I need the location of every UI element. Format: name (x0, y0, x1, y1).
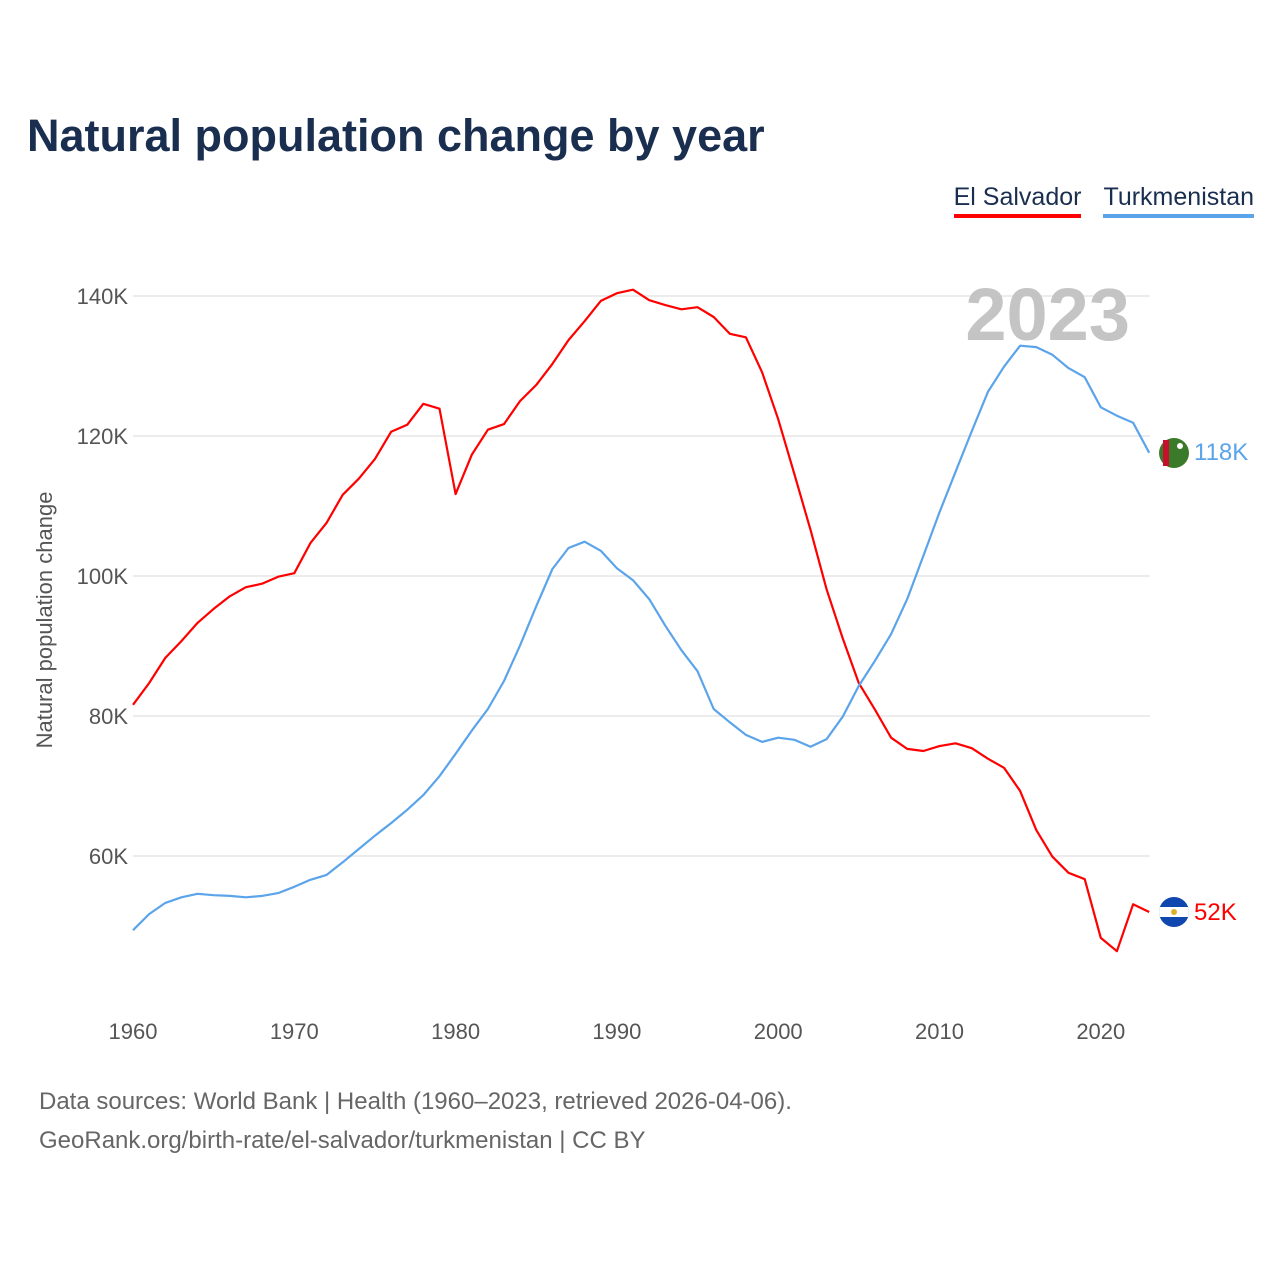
chart-title: Natural population change by year (27, 110, 765, 161)
y-tick-label: 120K (77, 424, 129, 449)
source-link[interactable]: GeoRank.org/birth-rate/el-salvador/turkm… (39, 1127, 646, 1154)
y-tick-label: 60K (89, 844, 128, 869)
x-tick-label: 1980 (431, 1019, 480, 1044)
y-axis-label: Natural population change (32, 492, 57, 749)
end-label-turkmenistan: 118K (1194, 439, 1248, 466)
y-tick-label: 100K (77, 564, 129, 589)
legend-turkmenistan[interactable]: Turkmenistan (1103, 183, 1254, 218)
year-watermark: 2023 (965, 273, 1130, 356)
series-line-el-salvador (132, 288, 1150, 953)
flag-el-salvador-icon (1159, 897, 1189, 927)
y-tick-label: 140K (77, 284, 129, 309)
data-sources: Data sources: World Bank | Health (1960–… (39, 1088, 792, 1115)
series-line-turkmenistan (132, 344, 1151, 931)
x-tick-label: 1970 (270, 1019, 319, 1044)
x-tick-label: 1990 (592, 1019, 641, 1044)
y-tick-label: 80K (89, 704, 128, 729)
end-label-el-salvador: 52K (1194, 899, 1237, 926)
legend: El Salvador Turkmenistan (953, 183, 1254, 218)
x-tick-label: 1960 (109, 1019, 158, 1044)
x-tick-label: 2020 (1076, 1019, 1125, 1044)
x-tick-label: 2000 (754, 1019, 803, 1044)
x-tick-label: 2010 (915, 1019, 964, 1044)
legend-el-salvador[interactable]: El Salvador (953, 183, 1082, 218)
flag-turkmenistan-icon (1159, 438, 1189, 468)
